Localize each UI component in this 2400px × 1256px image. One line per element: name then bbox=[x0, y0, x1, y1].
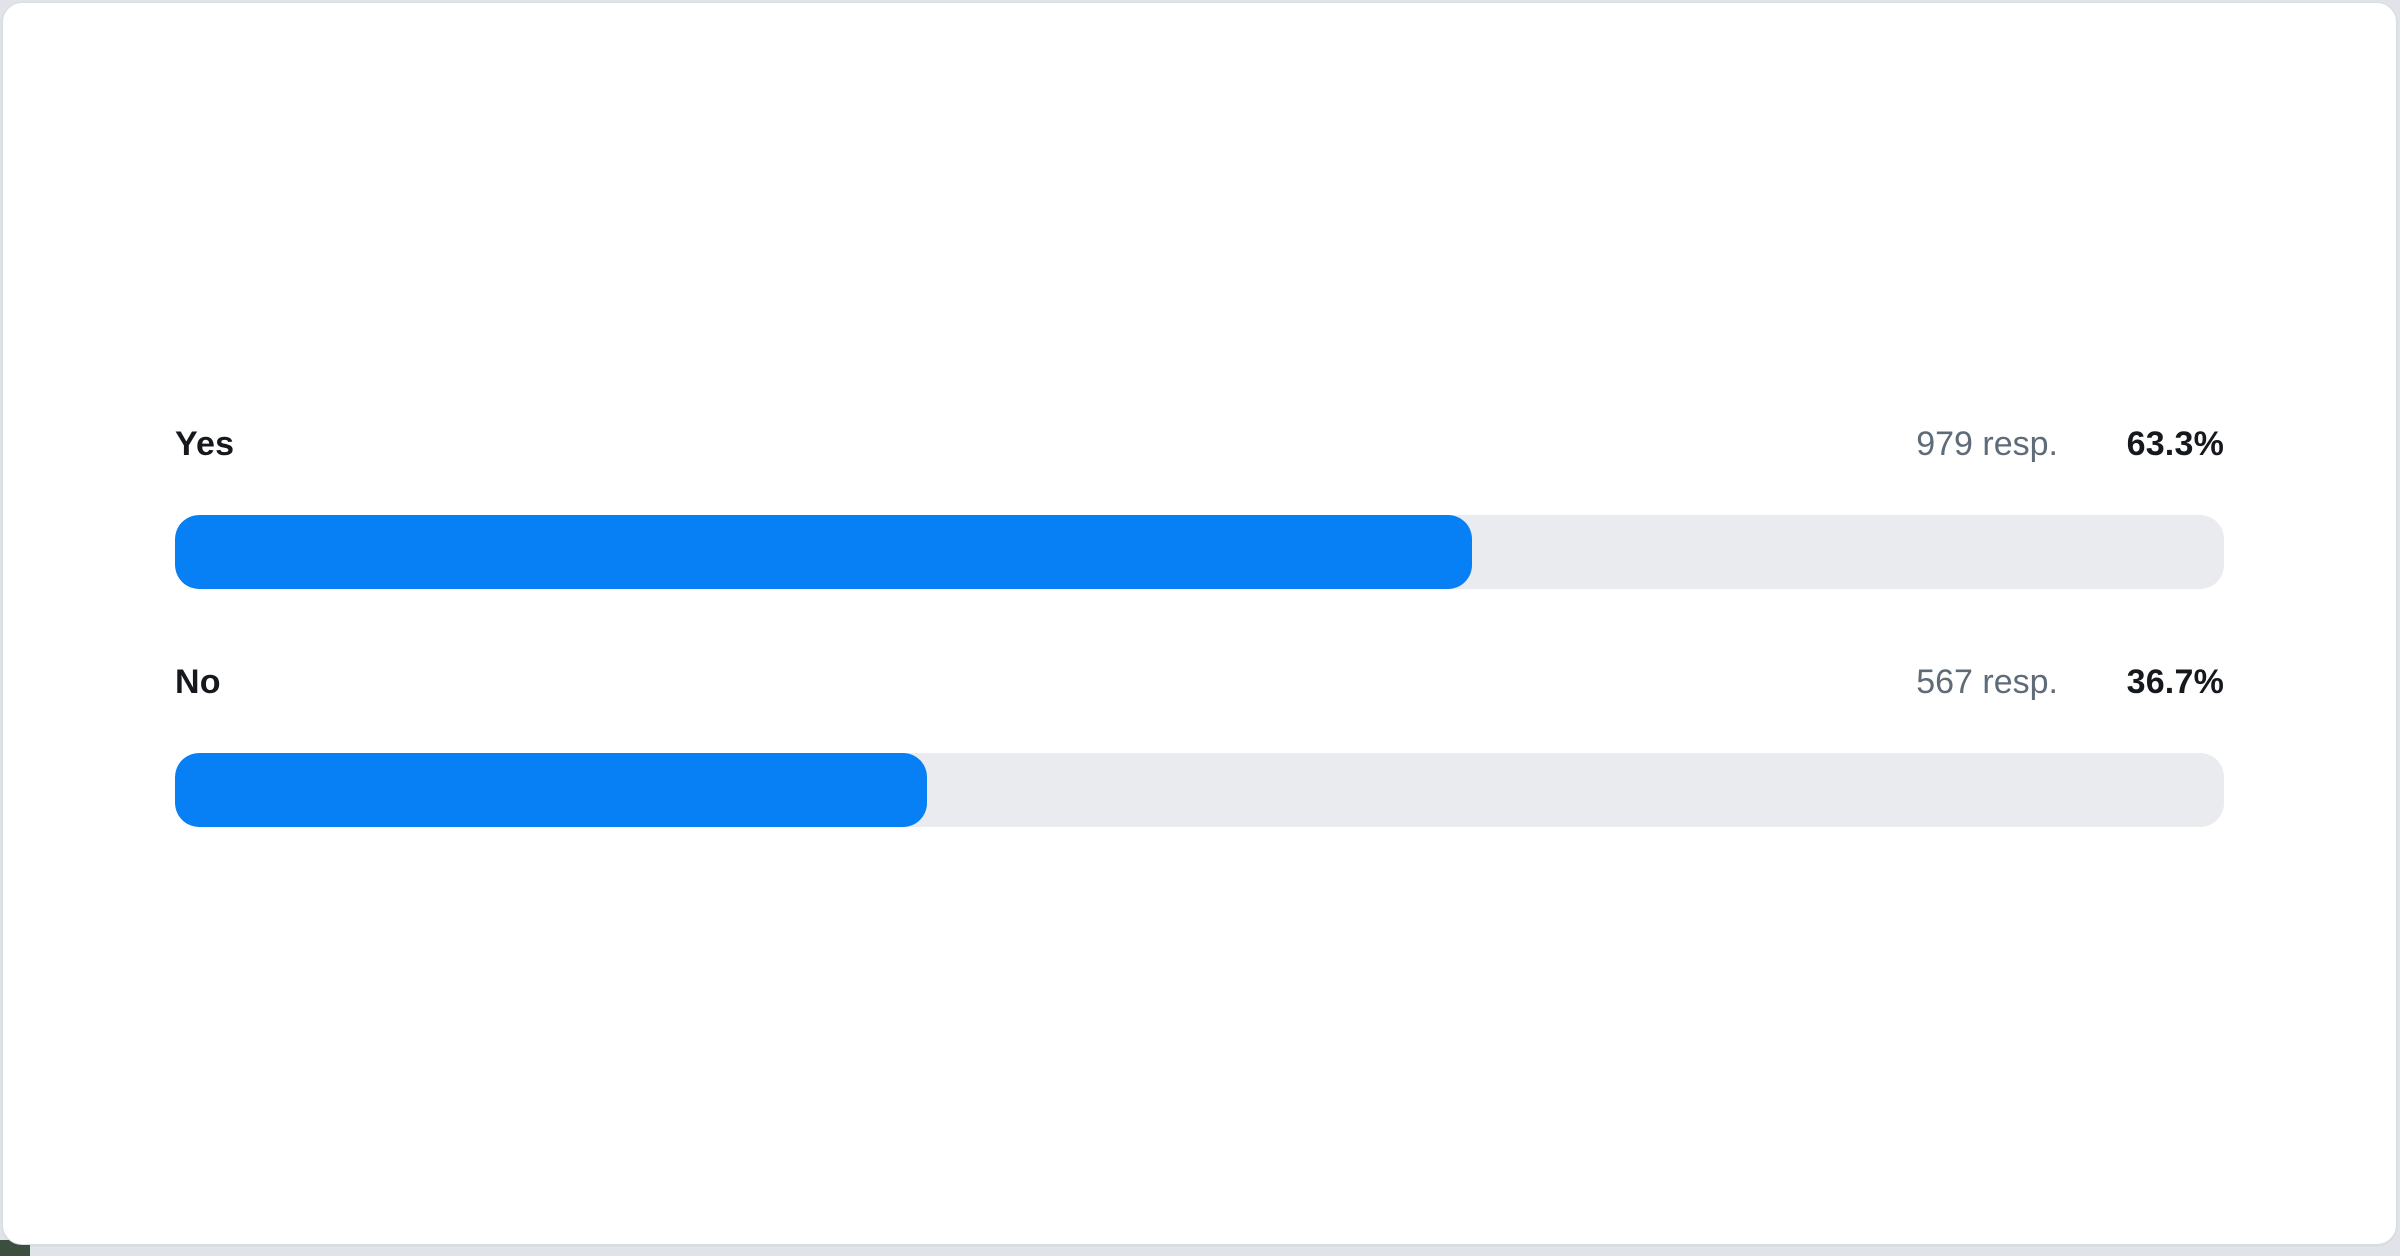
option-percent: 36.7% bbox=[2126, 662, 2224, 701]
option-label: No bbox=[175, 662, 221, 701]
option-bar-fill bbox=[175, 752, 927, 827]
option-response-count: 567 resp. bbox=[1916, 662, 2058, 701]
poll-option-row-yes: Yes 979 resp. 63.3% bbox=[175, 421, 2224, 589]
option-stats: 979 resp. 63.3% bbox=[1916, 421, 2224, 467]
option-stats: 567 resp. 36.7% bbox=[1916, 659, 2224, 705]
poll-option-header: No 567 resp. 36.7% bbox=[175, 659, 2224, 705]
option-percent: 63.3% bbox=[2126, 424, 2224, 463]
option-bar-track bbox=[175, 752, 2224, 827]
option-bar-track bbox=[175, 514, 2224, 589]
poll-results-list: Yes 979 resp. 63.3% No 567 resp. 36.7% bbox=[175, 421, 2224, 827]
poll-option-header: Yes 979 resp. 63.3% bbox=[175, 421, 2224, 467]
poll-option-row-no: No 567 resp. 36.7% bbox=[175, 659, 2224, 827]
option-label: Yes bbox=[175, 424, 235, 463]
option-response-count: 979 resp. bbox=[1916, 424, 2058, 463]
option-bar-fill bbox=[175, 514, 1473, 589]
